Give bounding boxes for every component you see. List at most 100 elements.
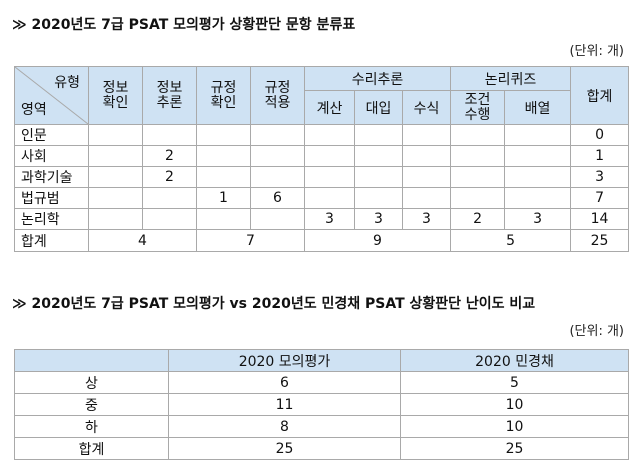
table-cell xyxy=(450,124,506,146)
difficulty-label: 상 xyxy=(14,371,169,394)
corner-area-label: 영역 xyxy=(21,102,47,118)
difficulty-header-row: 2020 모의평가 2020 민경채 xyxy=(14,349,629,372)
table-cell xyxy=(142,187,197,209)
table-cell: 3 xyxy=(304,208,355,230)
sum-row-label: 합계 xyxy=(14,229,89,252)
table-cell xyxy=(304,145,355,167)
table-cell: 1 xyxy=(196,187,251,209)
difficulty-header-mock: 2020 모의평가 xyxy=(168,349,401,372)
table-cell xyxy=(88,166,143,188)
corner-type-label: 유형 xyxy=(54,75,80,91)
table-cell xyxy=(450,166,506,188)
table-cell xyxy=(401,145,452,167)
table-cell xyxy=(142,208,197,230)
table-cell xyxy=(504,124,572,146)
mock-count: 8 xyxy=(168,415,401,438)
table-cell xyxy=(88,145,143,167)
table-cell xyxy=(196,124,251,146)
civil-count: 25 xyxy=(400,437,629,460)
table-cell xyxy=(196,166,251,188)
table-row: 법규범 1 6 7 xyxy=(14,187,630,209)
table-cell xyxy=(354,124,403,146)
civil-count: 10 xyxy=(400,393,629,416)
table-cell: 2 xyxy=(450,208,506,230)
header-info-check: 정보 확인 xyxy=(88,66,143,125)
difficulty-label: 하 xyxy=(14,415,169,438)
section1-unit: (단위: 개) xyxy=(569,44,624,59)
table-cell xyxy=(250,208,305,230)
table-row: 인문 0 xyxy=(14,124,630,146)
row-label: 인문 xyxy=(14,124,89,146)
civil-count: 10 xyxy=(400,415,629,438)
table-cell: 6 xyxy=(250,187,305,209)
table-cell xyxy=(504,166,572,188)
table-cell xyxy=(401,187,452,209)
table-cell xyxy=(88,208,143,230)
table-cell xyxy=(304,187,355,209)
difficulty-header-civil: 2020 민경채 xyxy=(400,349,629,372)
table-cell xyxy=(450,187,506,209)
table-cell: 2 xyxy=(142,145,197,167)
difficulty-label: 합계 xyxy=(14,437,169,460)
table-row: 합계 25 25 xyxy=(14,437,629,460)
table-row: 논리학 3 3 3 2 3 14 xyxy=(14,208,630,230)
table-cell xyxy=(354,187,403,209)
civil-count: 5 xyxy=(400,371,629,394)
table-cell xyxy=(88,187,143,209)
difficulty-table: 2020 모의평가 2020 민경채 상 6 5 중 11 10 하 8 10 합계 25 25 xyxy=(14,349,629,460)
section2-unit: (단위: 개) xyxy=(569,324,624,339)
table-cell: 3 xyxy=(504,208,572,230)
row-label: 사회 xyxy=(14,145,89,167)
sum-math: 9 xyxy=(303,229,452,252)
table-cell: 2 xyxy=(142,166,197,188)
row-label: 논리학 xyxy=(14,208,89,230)
row-label: 법규범 xyxy=(14,187,89,209)
table-cell xyxy=(450,145,506,167)
mock-count: 11 xyxy=(168,393,401,416)
table-cell xyxy=(401,124,452,146)
header-corner: 유형 영역 xyxy=(14,66,89,125)
table-row: 하 8 10 xyxy=(14,415,629,438)
table-row: 중 11 10 xyxy=(14,393,629,416)
header-arrange: 배열 xyxy=(504,90,572,125)
header-logic-group: 논리퀴즈 xyxy=(450,66,572,91)
section1-title: ≫ 2020년도 7급 PSAT 모의평가 상황판단 문항 분류표 xyxy=(12,17,356,33)
header-rule-apply: 규정 적용 xyxy=(250,66,305,125)
header-formula: 수식 xyxy=(401,90,452,125)
sum-total: 25 xyxy=(570,229,630,252)
sum-row: 합계 4 7 9 5 25 xyxy=(14,229,630,252)
header-info-infer: 정보 추론 xyxy=(142,66,197,125)
table-cell xyxy=(250,166,305,188)
sum-info: 4 xyxy=(88,229,197,252)
row-label: 과학기술 xyxy=(14,166,89,188)
row-total: 3 xyxy=(570,166,630,188)
table-cell: 3 xyxy=(354,208,403,230)
table-cell xyxy=(354,145,403,167)
table-row: 과학기술 2 3 xyxy=(14,166,630,188)
mock-count: 25 xyxy=(168,437,401,460)
table-cell xyxy=(142,124,197,146)
table-cell xyxy=(401,166,452,188)
table-cell xyxy=(354,166,403,188)
row-total: 7 xyxy=(570,187,630,209)
classification-table: 유형 영역 정보 확인 정보 추론 규정 확인 규정 적용 수리추론 논리퀴즈 합계 계… xyxy=(14,66,630,252)
table-row: 사회 2 1 xyxy=(14,145,630,167)
row-total: 14 xyxy=(570,208,630,230)
section2-title: ≫ 2020년도 7급 PSAT 모의평가 vs 2020년도 민경채 PSAT… xyxy=(12,296,536,312)
row-total: 0 xyxy=(570,124,630,146)
table-cell xyxy=(504,145,572,167)
header-total: 합계 xyxy=(570,66,630,125)
table-cell xyxy=(196,208,251,230)
corner-diagonal xyxy=(15,67,88,124)
header-calc: 계산 xyxy=(304,90,355,125)
header-condition: 조건 수행 xyxy=(450,90,506,125)
table-cell xyxy=(250,124,305,146)
sum-logic: 5 xyxy=(450,229,572,252)
difficulty-header-blank xyxy=(14,349,169,372)
table-cell xyxy=(196,145,251,167)
header-math-group: 수리추론 xyxy=(303,66,452,91)
header-substitute: 대입 xyxy=(354,90,403,125)
table-cell xyxy=(88,124,143,146)
table-cell xyxy=(504,187,572,209)
